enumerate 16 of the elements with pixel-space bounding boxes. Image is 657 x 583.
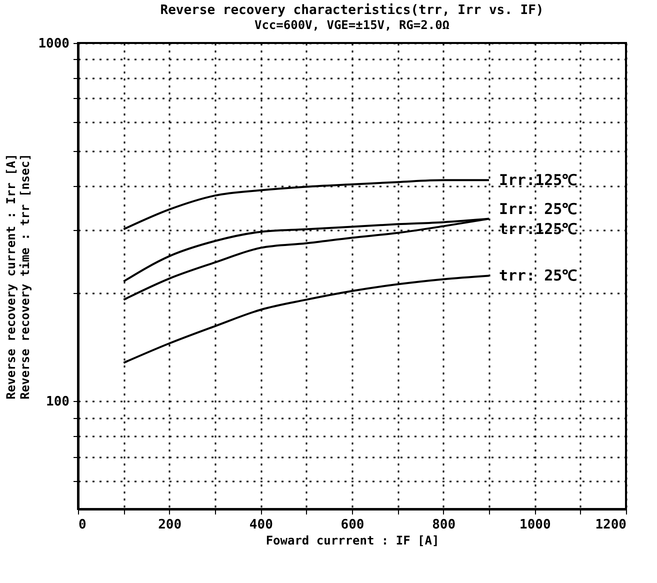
y-tick-label: 100 xyxy=(46,394,70,410)
x-tick-label: 400 xyxy=(249,518,274,532)
x-axis-title: Foward currrent : IF [A] xyxy=(266,534,440,548)
series-label: trr: 25℃ xyxy=(499,266,578,285)
x-tick-label: 1000 xyxy=(520,518,551,532)
chart-title: Reverse recovery characteristics(trr, Irr vs. IF) xyxy=(160,3,544,18)
series-label: Irr: 25℃ xyxy=(499,200,578,218)
series-label: Irr:125℃ xyxy=(499,171,578,190)
x-tick-label: 600 xyxy=(340,518,364,532)
x-tick-label: 200 xyxy=(158,518,182,532)
x-tick-label: 0 xyxy=(78,518,86,532)
chart-subtitle: Vcc=600V, VGE=±15V, RG=2.0Ω xyxy=(254,18,450,32)
series-label: trr:125℃ xyxy=(499,220,578,238)
x-tick-label: 1200 xyxy=(595,518,627,532)
y-axis-title: Reverse recovery current : Irr [A] Reverse recovery time : trr [nsec] xyxy=(4,154,32,400)
x-tick-label: 800 xyxy=(432,518,456,532)
